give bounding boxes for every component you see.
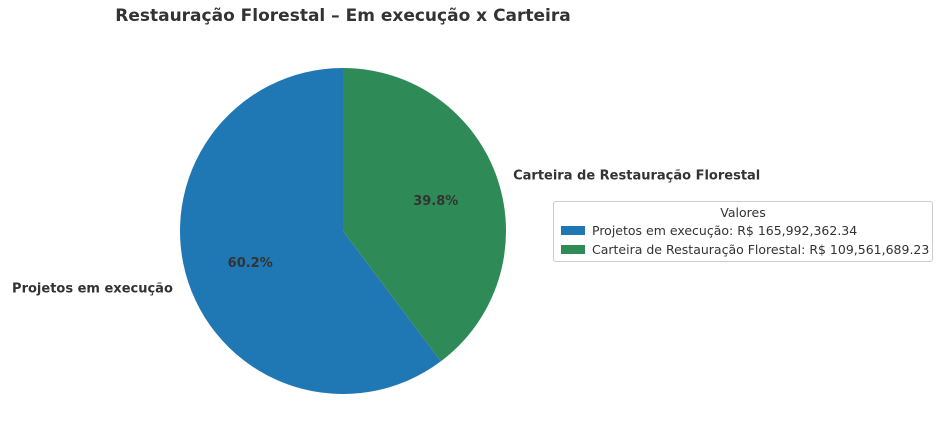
legend-swatch-carteira (561, 245, 585, 254)
legend-label-projetos: Projetos em execução: R$ 165,992,362.34 (592, 223, 858, 238)
legend-item-projetos: Projetos em execução: R$ 165,992,362.34 (554, 221, 932, 240)
legend-label-carteira: Carteira de Restauração Florestal: R$ 10… (592, 242, 930, 257)
category-label-projetos: Projetos em execução (12, 282, 173, 297)
legend-title: Valores (720, 205, 766, 220)
legend-swatch-projetos (561, 226, 585, 235)
chart-title: Restauração Florestal – Em execução x Ca… (115, 6, 571, 26)
pie-slice-projetos (179, 68, 441, 394)
pie-slices (179, 68, 506, 394)
category-label-carteira: Carteira de Restauração Florestal (513, 168, 760, 183)
percent-label-projetos: 60.2% (228, 256, 273, 271)
pie-labels: 60.2% Projetos em execução 39.8% Carteira d… (12, 168, 760, 296)
chart-legend: Valores Projetos em execução: R$ 165,992… (553, 201, 933, 262)
pie-slice-carteira (343, 68, 506, 362)
legend-item-carteira: Carteira de Restauração Florestal: R$ 10… (554, 240, 932, 259)
percent-label-carteira: 39.8% (413, 194, 458, 209)
